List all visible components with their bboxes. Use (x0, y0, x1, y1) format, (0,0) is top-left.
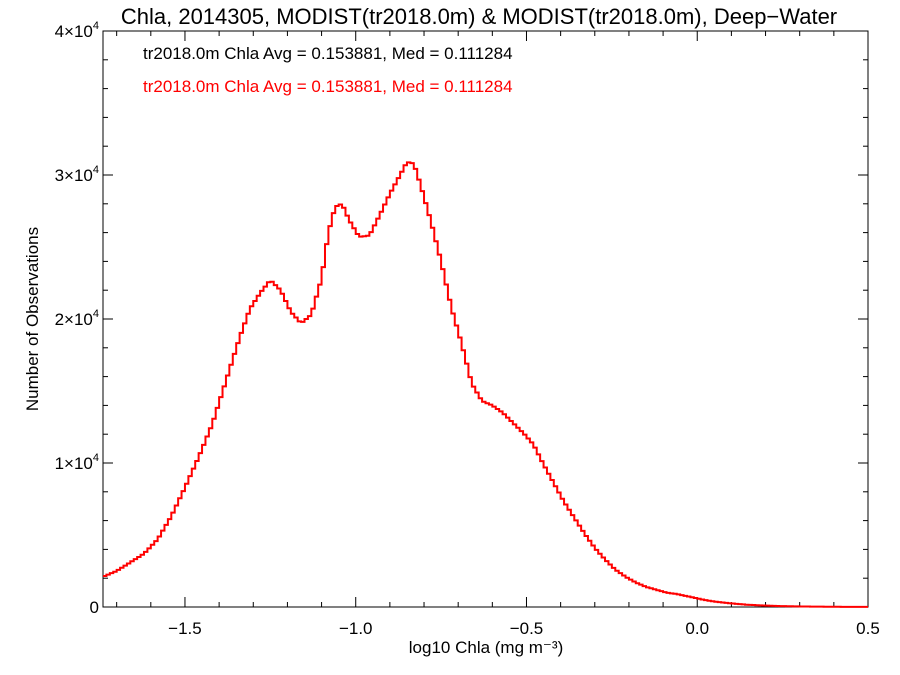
x-tick-labels: −1.5 −1.0 −0.5 0.0 0.5 (168, 619, 880, 638)
y-axis-label: Number of Observations (23, 227, 42, 411)
y-tick-labels: 0 1×104 2×104 3×104 4×104 (55, 20, 99, 617)
y-tick-label: 1×104 (55, 452, 99, 473)
annotation-red: tr2018.0m Chla Avg = 0.153881, Med = 0.1… (143, 77, 513, 96)
y-tick-label: 0 (90, 598, 99, 617)
axis-ticks (103, 30, 869, 608)
x-tick-label: 0.5 (856, 619, 880, 638)
y-tick-label: 2×104 (55, 308, 99, 329)
x-tick-label: −1.5 (168, 619, 202, 638)
x-axis-label: log10 Chla (mg m⁻³) (409, 638, 563, 657)
y-tick-label: 3×104 (55, 164, 99, 185)
x-tick-label: 0.0 (685, 619, 709, 638)
x-tick-label: −1.0 (339, 619, 373, 638)
chart-title: Chla, 2014305, MODIST(tr2018.0m) & MODIS… (121, 4, 837, 29)
y-tick-label: 4×104 (55, 20, 99, 41)
annotation-black: tr2018.0m Chla Avg = 0.153881, Med = 0.1… (143, 44, 513, 63)
plot-frame (102, 30, 869, 608)
histogram-series-line (103, 161, 868, 608)
x-tick-label: −0.5 (510, 619, 544, 638)
